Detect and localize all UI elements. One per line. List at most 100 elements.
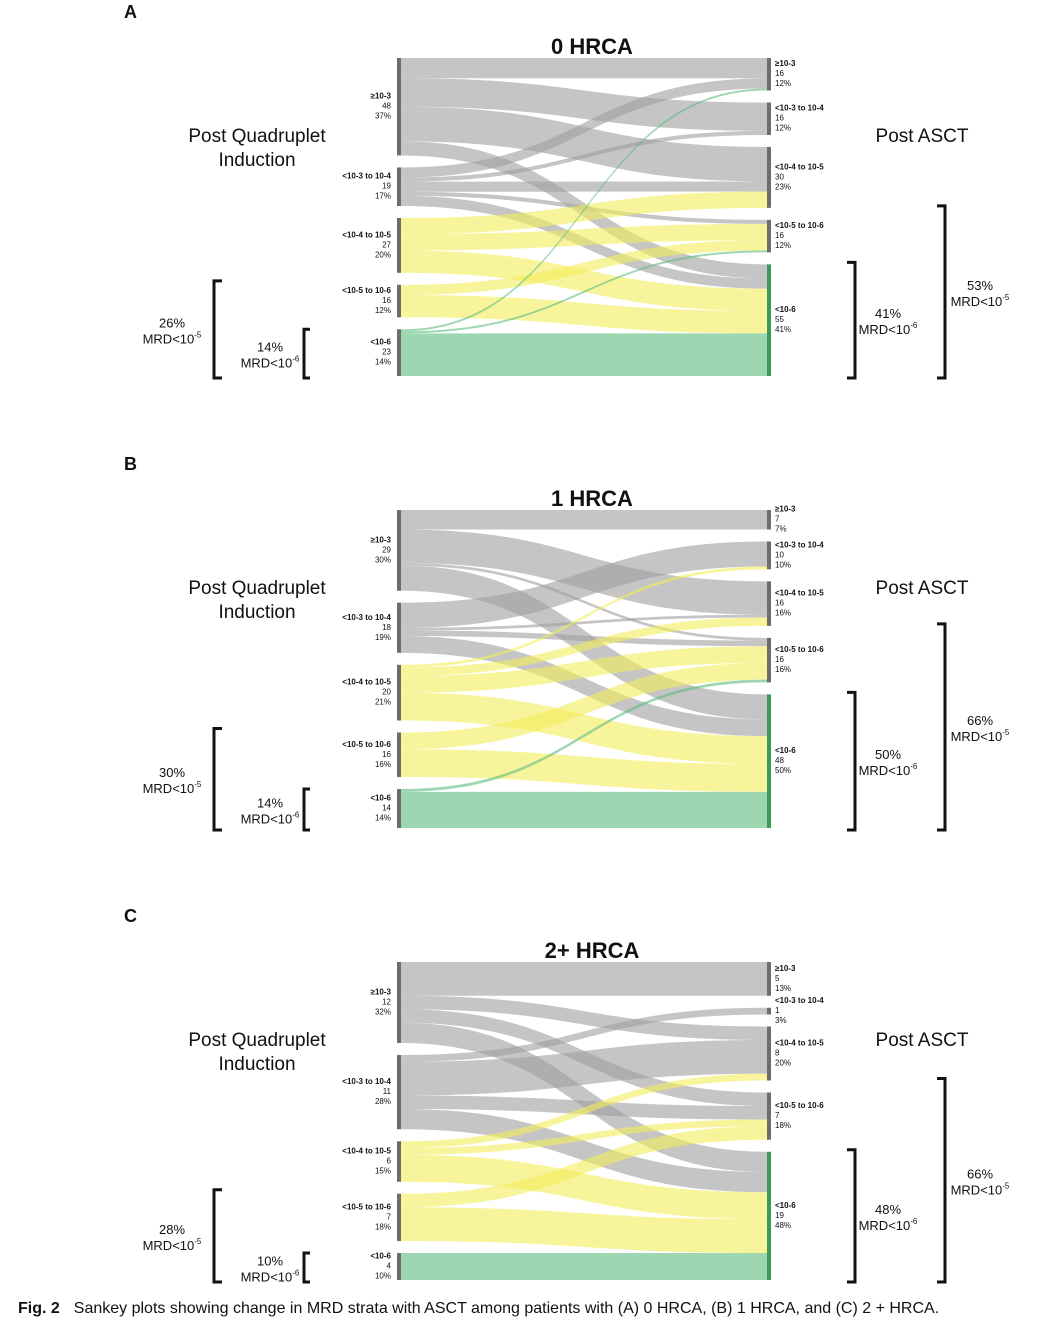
right-node-label: <10-4 to 10-5 xyxy=(775,1039,824,1048)
left-bracket xyxy=(212,279,222,380)
left-node-count: 16 xyxy=(382,296,391,305)
right-node-percent: 10% xyxy=(775,560,791,569)
right-bracket-threshold: MRD<10-6 xyxy=(859,1217,918,1233)
left-bracket xyxy=(302,327,310,380)
right-node-percent: 50% xyxy=(775,766,791,775)
sankey-flow xyxy=(401,1119,767,1155)
left-node-percent: 19% xyxy=(375,633,391,642)
left-node-count: 16 xyxy=(382,750,391,759)
left-node-percent: 30% xyxy=(375,555,391,564)
sankey-flow xyxy=(401,1126,767,1208)
left-node-bar xyxy=(397,1141,401,1182)
left-bracket xyxy=(302,787,310,832)
right-bracket-percent: 66% xyxy=(967,713,993,728)
sankey-flow xyxy=(401,541,767,628)
left-node-count: 4 xyxy=(387,1262,392,1271)
sankey-flow xyxy=(401,1022,767,1172)
left-bracket xyxy=(212,1188,222,1284)
right-node-count: 16 xyxy=(775,114,784,123)
left-node-label: <10-5 to 10-6 xyxy=(342,286,391,295)
right-node-count: 16 xyxy=(775,231,784,240)
left-node-label: <10-5 to 10-6 xyxy=(342,740,391,749)
right-axis-label: Post ASCT xyxy=(876,578,969,599)
left-node-percent: 18% xyxy=(375,1222,391,1231)
left-node-count: 48 xyxy=(382,102,391,111)
left-node-percent: 14% xyxy=(375,814,391,823)
right-bracket-percent: 41% xyxy=(875,306,901,321)
caption-label: Fig. 2 xyxy=(18,1300,60,1317)
right-node-label: <10-3 to 10-4 xyxy=(775,540,824,549)
right-node-percent: 7% xyxy=(775,525,787,534)
right-node-bar xyxy=(767,962,771,996)
left-bracket-percent: 30% xyxy=(159,765,185,780)
sankey-flow xyxy=(401,749,767,792)
sankey-figure: A 0 HRCA Post Quadruplet Induction Post ASCT… xyxy=(124,2,1010,1285)
right-node-label: <10-5 to 10-6 xyxy=(775,221,824,230)
right-node-percent: 18% xyxy=(775,1121,791,1130)
left-bracket xyxy=(212,726,222,832)
sankey-flow xyxy=(401,223,767,251)
left-bracket-threshold: MRD<10-5 xyxy=(143,780,202,796)
sankey-flow xyxy=(401,630,767,647)
right-bracket xyxy=(847,260,857,380)
sankey-flow xyxy=(401,181,767,192)
left-node-label: <10-3 to 10-4 xyxy=(342,613,391,622)
right-node-label: <10-5 to 10-6 xyxy=(775,645,824,654)
left-bracket-threshold: MRD<10-6 xyxy=(241,1269,300,1285)
left-axis-label: Post Quadruplet xyxy=(188,126,326,147)
right-node-label: <10-6 xyxy=(775,1201,796,1210)
left-bracket xyxy=(302,1251,310,1284)
right-bracket-threshold: MRD<10-5 xyxy=(951,293,1010,309)
right-node-label: <10-3 to 10-4 xyxy=(775,104,824,113)
sankey-flow xyxy=(401,614,767,631)
sankey-flow xyxy=(401,240,767,295)
right-node-count: 7 xyxy=(775,515,780,524)
sankey-panel-A: A 0 HRCA Post Quadruplet Induction Post ASCT… xyxy=(124,2,1010,380)
right-bracket-threshold: MRD<10-6 xyxy=(859,321,918,337)
sankey-flow xyxy=(401,1040,767,1096)
panel-title: 1 HRCA xyxy=(551,486,633,511)
panel-letter: A xyxy=(124,2,137,22)
sankey-flow xyxy=(401,679,767,792)
sankey-flow xyxy=(401,88,767,332)
sankey-flow xyxy=(401,333,767,376)
right-bracket-threshold: MRD<10-5 xyxy=(951,1181,1010,1197)
right-node-label: <10-5 to 10-6 xyxy=(775,1101,824,1110)
sankey-flow xyxy=(401,995,767,1040)
right-bracket-percent: 48% xyxy=(875,1202,901,1217)
right-node-count: 48 xyxy=(775,756,784,765)
right-node-percent: 16% xyxy=(775,609,791,618)
right-node-bar xyxy=(767,1026,771,1081)
left-node-percent: 21% xyxy=(375,698,391,707)
left-axis-label: Post Quadruplet xyxy=(188,578,326,599)
left-node-bar xyxy=(397,1253,401,1280)
sankey-panel-C: C 2+ HRCA Post Quadruplet Induction Post ASC… xyxy=(124,906,1010,1285)
left-node-label: ≥10-3 xyxy=(371,988,392,997)
left-node-percent: 32% xyxy=(375,1008,391,1017)
sankey-flow xyxy=(401,1109,767,1193)
right-node-bar xyxy=(767,510,771,530)
left-node-label: <10-4 to 10-5 xyxy=(342,678,391,687)
left-node-percent: 14% xyxy=(375,358,391,367)
right-bracket xyxy=(937,622,947,832)
left-node-count: 20 xyxy=(382,688,391,697)
sankey-flow xyxy=(401,566,767,668)
left-node-count: 7 xyxy=(387,1212,392,1221)
right-node-percent: 41% xyxy=(775,325,791,334)
caption-text: Sankey plots showing change in MRD strat… xyxy=(73,1300,940,1317)
sankey-flow xyxy=(401,636,767,737)
left-node-bar xyxy=(397,1193,401,1241)
sankey-flow xyxy=(401,1253,767,1280)
left-bracket-threshold: MRD<10-6 xyxy=(241,811,300,827)
sankey-flow xyxy=(401,962,767,996)
right-node-count: 16 xyxy=(775,655,784,664)
left-node-bar xyxy=(397,664,401,721)
left-node-label: <10-6 xyxy=(370,338,391,347)
sankey-flow xyxy=(401,617,767,676)
left-node-label: <10-6 xyxy=(370,794,391,803)
right-node-count: 1 xyxy=(775,1006,780,1015)
right-node-percent: 13% xyxy=(775,984,791,993)
right-node-percent: 12% xyxy=(775,79,791,88)
left-bracket-percent: 28% xyxy=(159,1222,185,1237)
left-node-label: <10-3 to 10-4 xyxy=(342,1077,391,1086)
